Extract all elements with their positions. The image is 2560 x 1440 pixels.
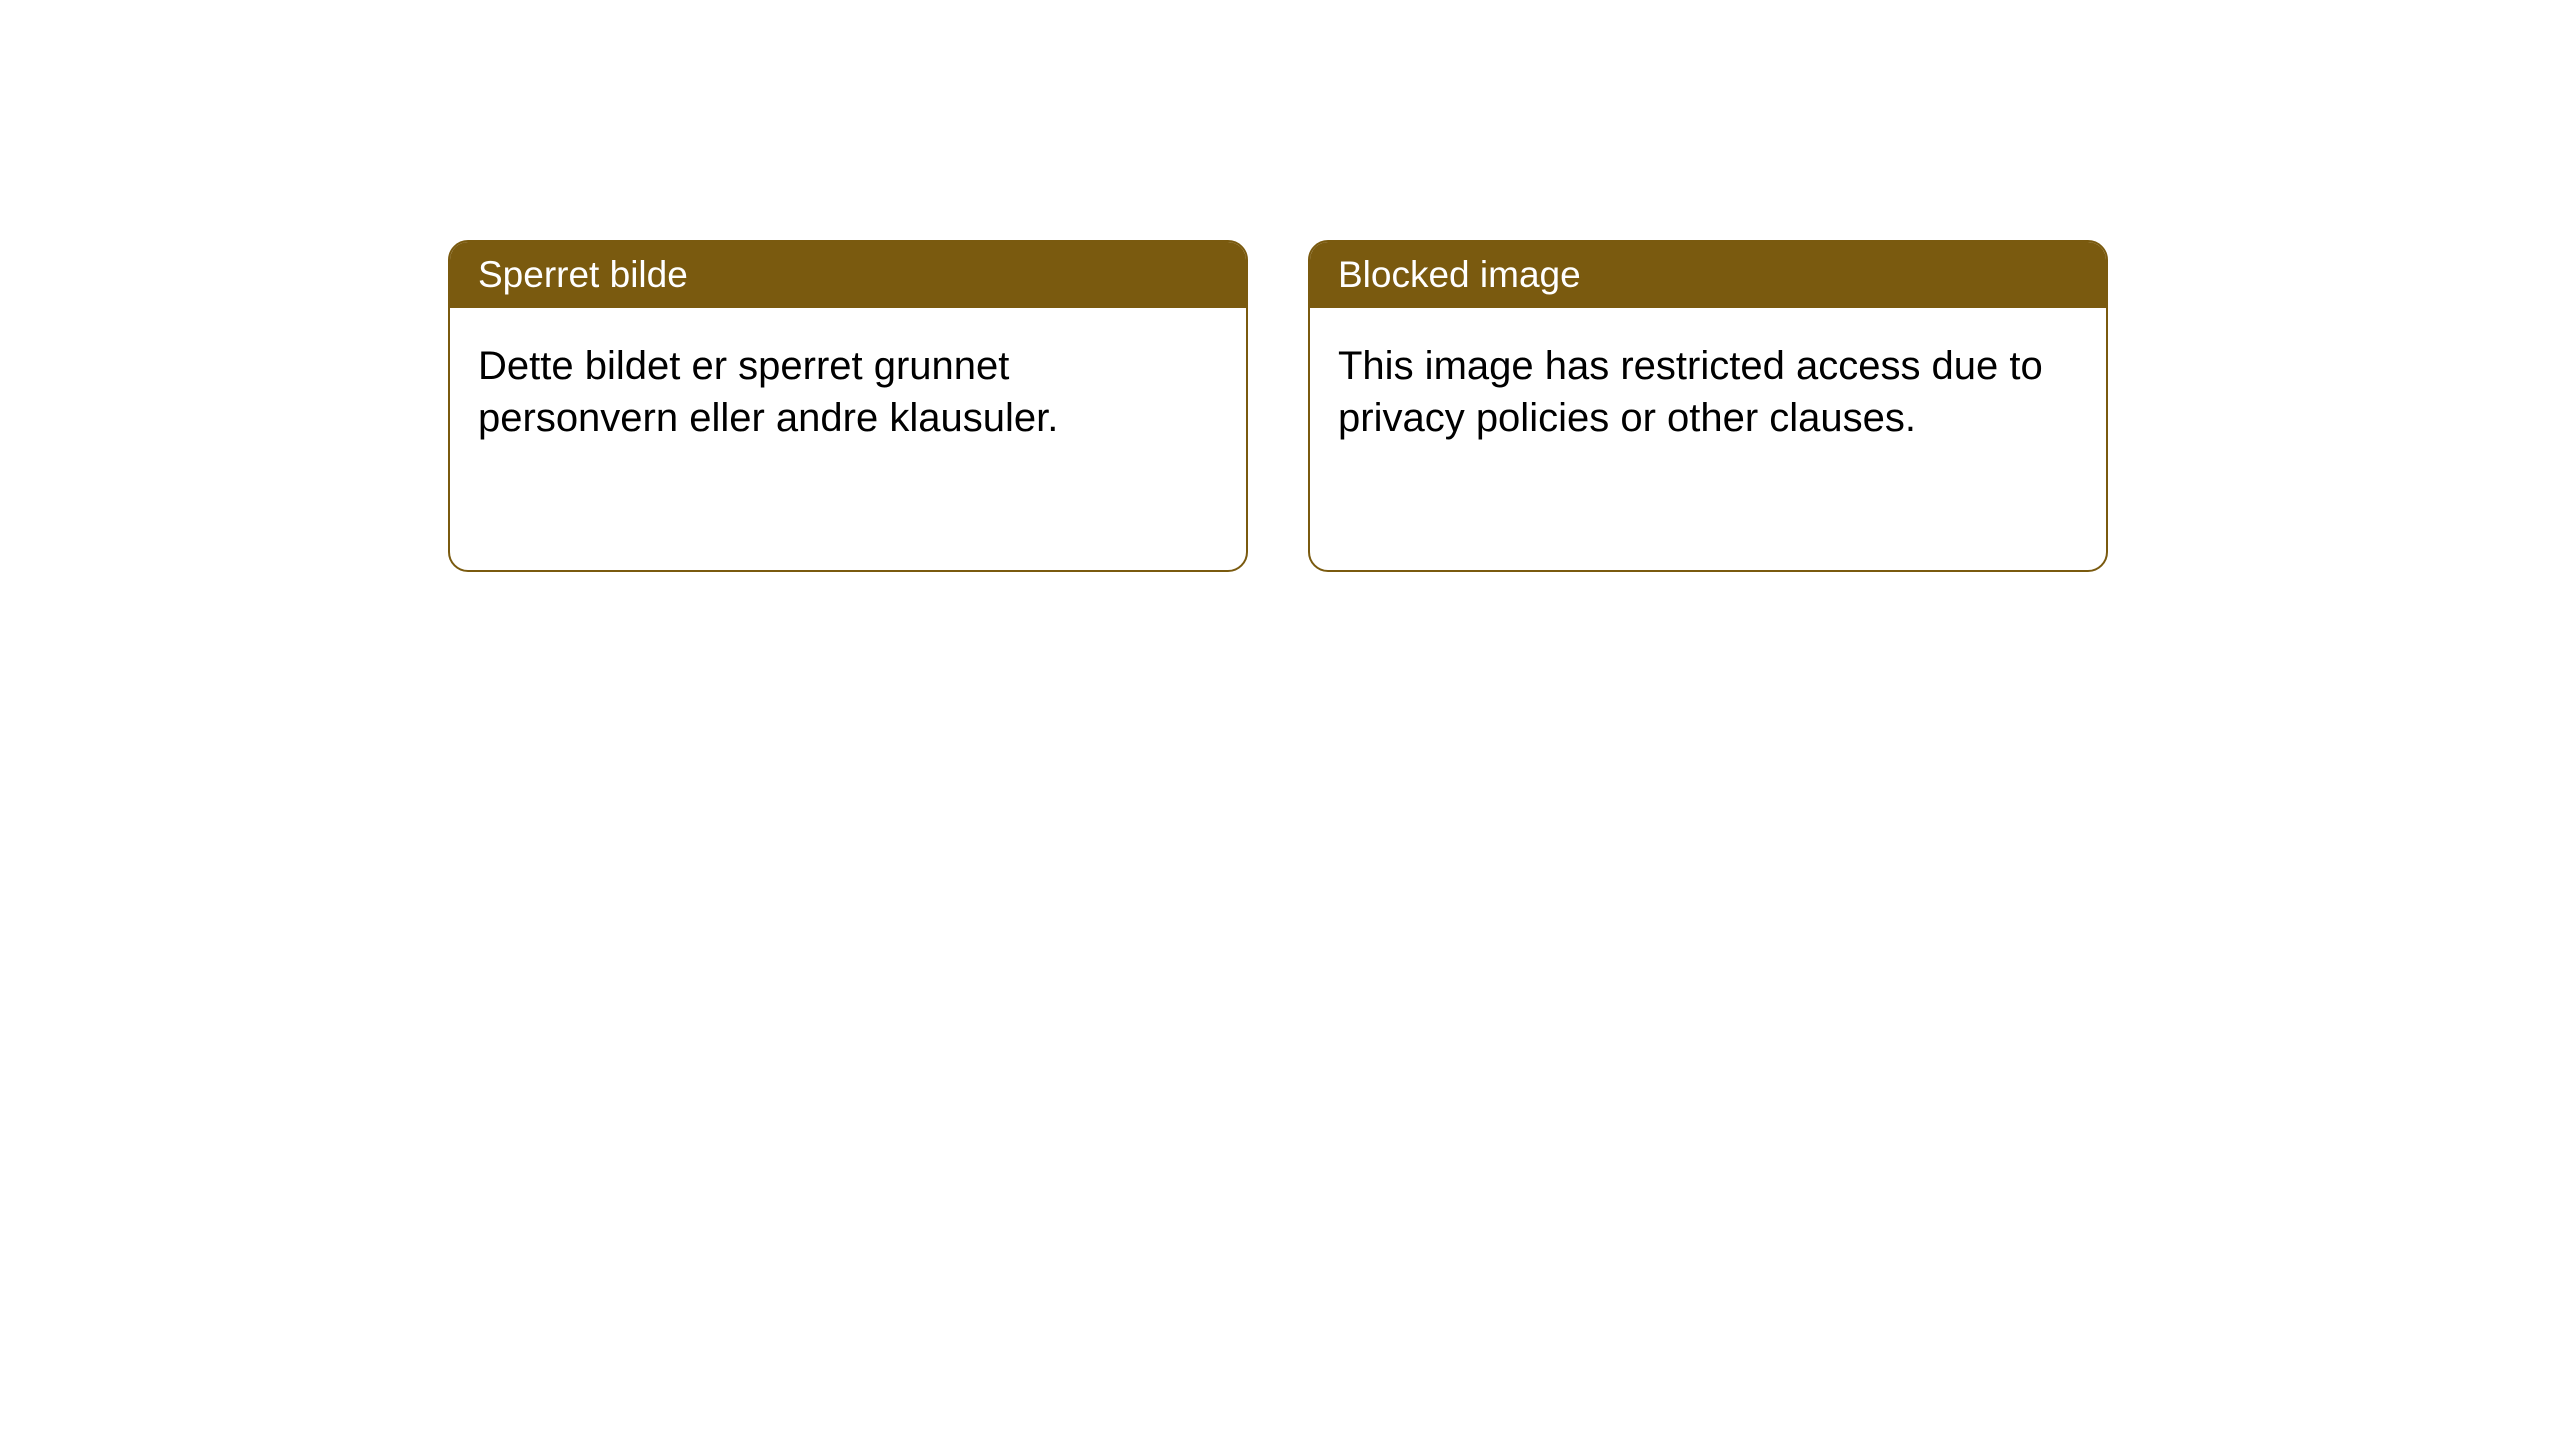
notice-card-norwegian: Sperret bilde Dette bildet er sperret gr… (448, 240, 1248, 572)
notice-body-text: Dette bildet er sperret grunnet personve… (478, 344, 1058, 440)
notice-body-text: This image has restricted access due to … (1338, 344, 2043, 440)
notice-card-english: Blocked image This image has restricted … (1308, 240, 2108, 572)
notice-cards-container: Sperret bilde Dette bildet er sperret gr… (448, 240, 2560, 572)
notice-card-header: Sperret bilde (450, 242, 1246, 308)
notice-card-body: Dette bildet er sperret grunnet personve… (450, 308, 1246, 476)
notice-title: Sperret bilde (478, 254, 688, 295)
notice-card-body: This image has restricted access due to … (1310, 308, 2106, 476)
notice-card-header: Blocked image (1310, 242, 2106, 308)
notice-title: Blocked image (1338, 254, 1581, 295)
